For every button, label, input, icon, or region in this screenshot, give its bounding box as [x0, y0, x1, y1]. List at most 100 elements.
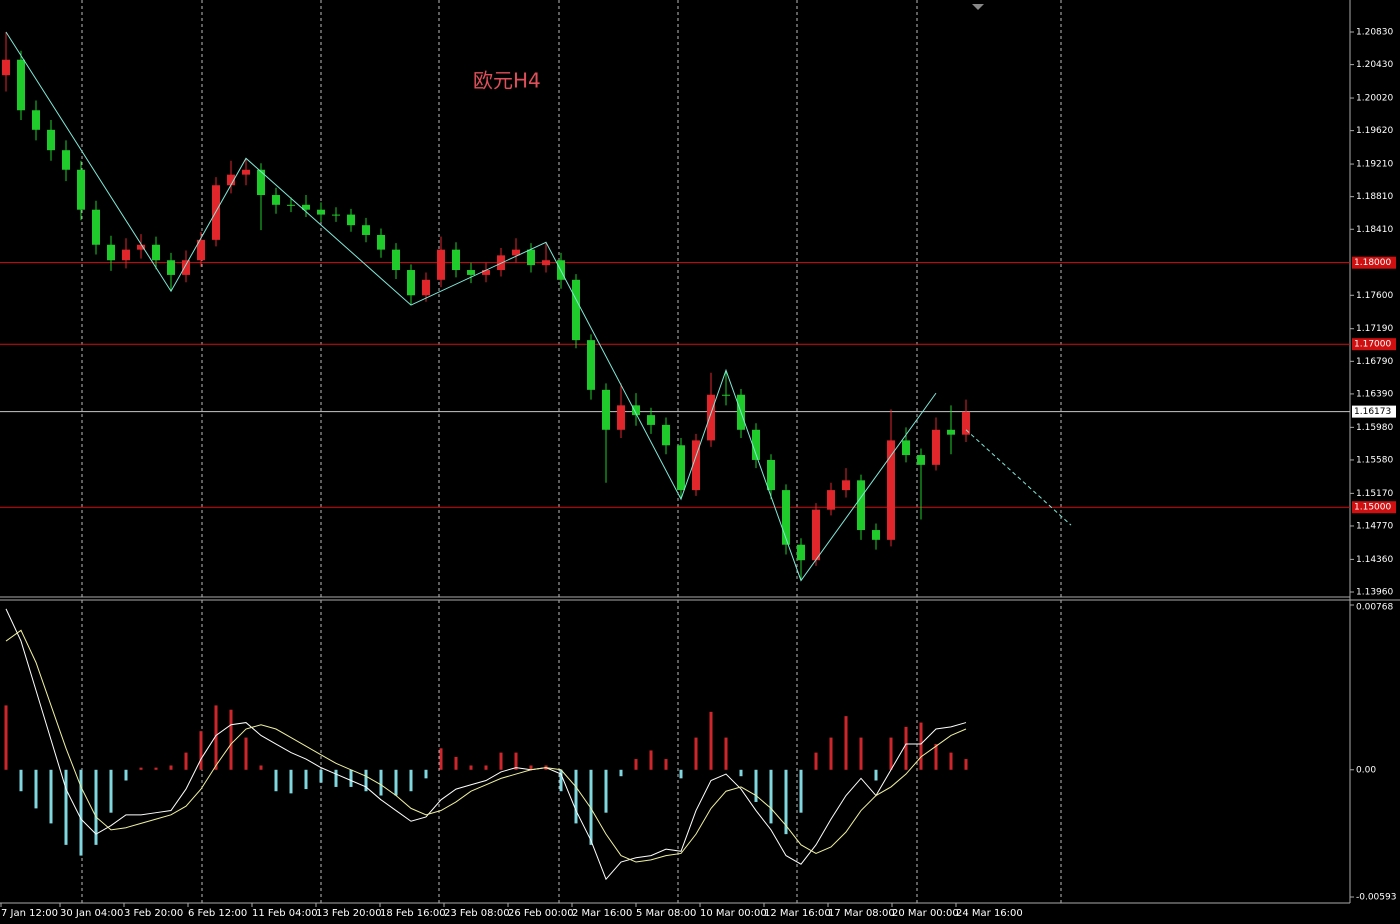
y-tick-label: 1.18810 [1356, 192, 1393, 202]
macd-tick-label: 0.00 [1356, 765, 1376, 775]
x-tick-label: 7 Jan 12:00 [1, 908, 58, 919]
macd-bar [814, 752, 818, 770]
macd-bar [829, 737, 833, 770]
x-tick-label: 23 Feb 08:00 [444, 908, 510, 919]
candle-body [47, 129, 55, 151]
y-tick-label: 1.20830 [1356, 28, 1393, 38]
y-tick-label: 1.19210 [1356, 160, 1393, 170]
macd-bar [574, 769, 578, 824]
candle-body [932, 429, 940, 465]
candle-body [872, 530, 880, 540]
x-tick-label: 2 Mar 16:00 [572, 908, 632, 919]
candle-body [707, 394, 715, 441]
x-tick-label: 26 Feb 00:00 [508, 908, 574, 919]
candle-body [257, 169, 265, 196]
candle-body [917, 455, 925, 465]
x-tick-label: 3 Feb 20:00 [124, 908, 183, 919]
level-label: 1.18000 [1354, 258, 1391, 268]
candle-body [902, 440, 910, 456]
macd-bar [484, 765, 488, 770]
candle-body [17, 59, 25, 111]
candle-body [212, 185, 220, 240]
candle-body [437, 249, 445, 280]
macd-bar [94, 769, 98, 845]
macd-bar [754, 769, 758, 802]
macd-bar [739, 769, 743, 777]
vertical-grid [81, 0, 1062, 903]
y-tick-label: 1.20430 [1356, 60, 1393, 70]
candle-body [842, 480, 850, 491]
level-label: 1.17000 [1354, 340, 1391, 350]
macd-bar [454, 756, 458, 770]
last-price-label: 1.16173 [1354, 407, 1391, 417]
macd-bar [394, 769, 398, 796]
macd-bar [49, 769, 53, 824]
macd-bar [844, 716, 848, 770]
macd-bar [694, 737, 698, 770]
candle-body [62, 150, 70, 170]
macd-bar [139, 767, 143, 770]
candle-body [302, 204, 310, 210]
macd-bar [319, 769, 323, 783]
macd-bar [619, 769, 623, 777]
candle-body [347, 214, 355, 226]
candle-body [677, 445, 685, 491]
macd-tick-label: 0.00768 [1356, 603, 1393, 613]
macd-bar [799, 769, 803, 813]
macd-bar [679, 769, 683, 779]
candle-body [77, 169, 85, 210]
x-tick-label: 18 Feb 16:00 [380, 908, 446, 919]
x-tick-label: 5 Mar 08:00 [636, 908, 696, 919]
candle-body [32, 110, 40, 130]
candle-body [392, 249, 400, 271]
macd-bar [229, 709, 233, 770]
candle-body [167, 260, 175, 275]
candle-body [782, 490, 790, 545]
macd-bar [64, 769, 68, 845]
candle-body [272, 195, 280, 205]
candle-body [242, 169, 250, 175]
macd-bar [964, 759, 968, 770]
candle-body [317, 209, 325, 215]
x-tick-label: 10 Mar 00:00 [700, 908, 767, 919]
candle-body [947, 429, 955, 435]
macd-bar [169, 765, 173, 770]
y-tick-label: 1.14770 [1356, 521, 1393, 531]
y-tick-label: 1.18410 [1356, 225, 1393, 235]
macd-bar [334, 769, 338, 787]
macd-bar [184, 752, 188, 770]
candle-body [632, 405, 640, 416]
y-tick-label: 1.15980 [1356, 423, 1393, 433]
candle-body [602, 389, 610, 430]
x-tick-label: 11 Feb 04:00 [252, 908, 318, 919]
candle-body [2, 59, 10, 76]
candle-body [482, 270, 490, 275]
macd-bar [439, 748, 443, 770]
macd-tick-label: -0.00593 [1356, 893, 1396, 903]
macd-bar [859, 737, 863, 770]
macd-bar [109, 769, 113, 813]
macd-bar [424, 769, 428, 779]
candle-body [182, 260, 190, 275]
y-tick-label: 1.19620 [1356, 126, 1393, 136]
candle-body [107, 244, 115, 261]
candle-body [362, 225, 370, 235]
macd-bar [529, 765, 533, 770]
y-tick-label: 1.15170 [1356, 489, 1393, 499]
x-tick-label: 30 Jan 04:00 [60, 908, 123, 919]
y-tick-label: 1.16790 [1356, 357, 1393, 367]
candle-body [527, 249, 535, 266]
candle-body [542, 260, 550, 266]
candle-body [122, 249, 130, 261]
macd-bar [649, 750, 653, 770]
macd-bar [919, 722, 923, 770]
macd-bar [769, 769, 773, 824]
candle-body [857, 480, 865, 531]
x-tick-label: 17 Mar 08:00 [828, 908, 895, 919]
macd-bar [889, 737, 893, 770]
zigzag-line [5, 31, 937, 582]
y-tick-label: 1.17600 [1356, 291, 1393, 301]
x-tick-label: 12 Mar 16:00 [764, 908, 831, 919]
